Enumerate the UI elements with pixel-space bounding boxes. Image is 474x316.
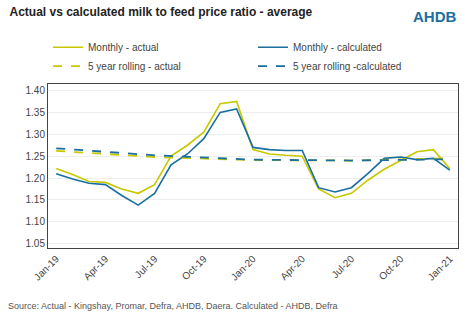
svg-text:Source: Actual - Kingshay, Pro: Source: Actual - Kingshay, Promar, Defra…: [8, 301, 337, 311]
svg-text:1.20: 1.20: [26, 173, 46, 184]
svg-text:Oct-19: Oct-19: [180, 253, 209, 282]
svg-text:Apr-20: Apr-20: [278, 253, 307, 282]
svg-text:1.15: 1.15: [26, 194, 46, 205]
svg-text:1.10: 1.10: [26, 216, 46, 227]
svg-text:Actual vs calculated milk to f: Actual vs calculated milk to feed price …: [9, 5, 312, 19]
svg-text:1.25: 1.25: [26, 151, 46, 162]
svg-text:Monthly - actual: Monthly - actual: [88, 42, 159, 53]
svg-text:5 year rolling -calculated: 5 year rolling -calculated: [293, 61, 401, 72]
svg-text:Jan-20: Jan-20: [229, 253, 259, 283]
svg-text:1.30: 1.30: [26, 129, 46, 140]
svg-text:Jan-21: Jan-21: [425, 253, 455, 283]
svg-text:Jul-20: Jul-20: [329, 253, 356, 280]
svg-text:1.05: 1.05: [26, 238, 46, 249]
svg-text:AHDB: AHDB: [413, 8, 456, 25]
svg-text:Monthly - calculated: Monthly - calculated: [293, 42, 382, 53]
svg-text:Jan-19: Jan-19: [32, 253, 62, 283]
svg-text:5 year rolling - actual: 5 year rolling - actual: [88, 61, 181, 72]
svg-text:Apr-19: Apr-19: [81, 253, 110, 282]
svg-text:Oct-20: Oct-20: [377, 253, 406, 282]
svg-text:1.40: 1.40: [26, 85, 46, 96]
svg-text:Jul-19: Jul-19: [133, 253, 160, 280]
svg-text:1.35: 1.35: [26, 107, 46, 118]
